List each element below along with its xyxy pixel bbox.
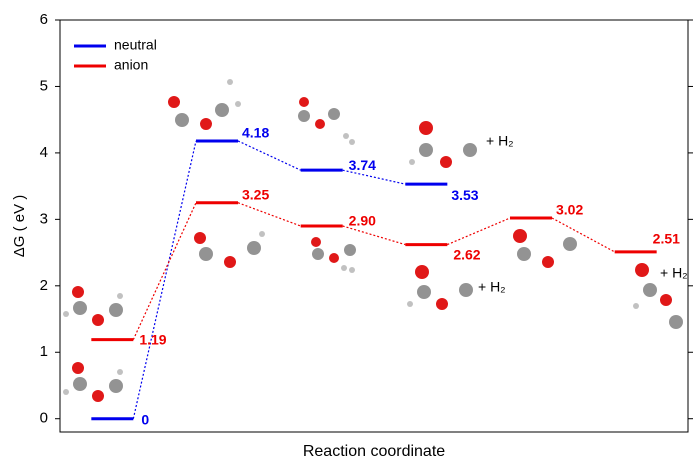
molecule: [407, 265, 473, 310]
connector: [447, 218, 510, 245]
annotation: + H₂: [478, 279, 506, 295]
value-label: 2.90: [349, 213, 376, 229]
y-tick-label: 2: [40, 277, 48, 294]
molecule: [63, 286, 123, 326]
molecule: [194, 231, 265, 268]
connector: [133, 203, 196, 340]
value-label: 4.18: [242, 125, 269, 141]
y-axis-label: ΔG ( eV ): [11, 195, 28, 258]
value-label: 3.25: [242, 186, 269, 202]
connector: [133, 141, 196, 419]
value-label: 3.74: [349, 157, 376, 173]
connector: [238, 203, 301, 226]
value-label: 2.62: [453, 246, 480, 262]
page: {"chart_data": {"type": "energy", "y_lab…: [0, 0, 694, 461]
legend-label: neutral: [114, 37, 157, 53]
molecule: [311, 237, 356, 273]
annotation: + H₂: [660, 265, 688, 281]
molecule: [298, 97, 355, 145]
molecule: [63, 362, 123, 402]
y-tick-label: 1: [40, 343, 48, 360]
legend-label: anion: [114, 57, 148, 73]
value-label: 0: [141, 411, 149, 427]
value-label: 2.51: [653, 231, 680, 247]
molecule: [168, 79, 241, 130]
annotation: + H₂: [486, 133, 514, 149]
value-label: 1.19: [139, 331, 166, 347]
connector: [238, 141, 301, 170]
molecules: [63, 79, 683, 402]
chart: ΔG ( eV ) Reaction coordinate 0 1 2 3 4 5 6 0 4.…: [0, 0, 694, 461]
y-tick-label: 5: [40, 77, 48, 94]
connector: [552, 218, 615, 252]
molecule: [513, 229, 577, 268]
connector: [343, 226, 406, 245]
value-label: 3.02: [556, 202, 583, 218]
y-tick-label: 3: [40, 210, 48, 227]
x-axis-label: Reaction coordinate: [303, 443, 445, 460]
y-tick-label: 0: [40, 410, 48, 427]
y-tick-label: 6: [40, 11, 48, 28]
y-tick-label: 4: [40, 144, 48, 161]
molecule: [409, 121, 477, 168]
value-label: 3.53: [451, 187, 478, 203]
